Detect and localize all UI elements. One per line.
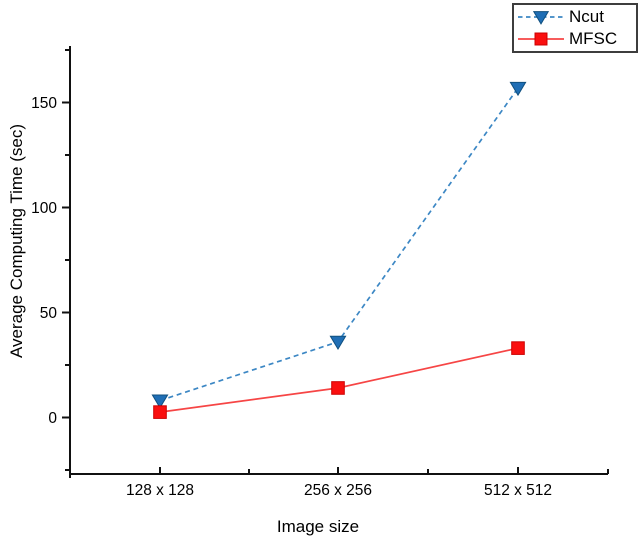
x-axis-label: Image size xyxy=(276,517,360,536)
svg-text:512 x 512: 512 x 512 xyxy=(484,482,552,499)
legend: Ncut MFSC xyxy=(512,3,638,53)
svg-text:150: 150 xyxy=(31,95,57,112)
legend-label-mfsc: MFSC xyxy=(569,29,618,48)
ncut-dashed-triangle-icon xyxy=(518,11,564,25)
legend-item-mfsc: MFSC xyxy=(517,28,633,50)
svg-text:128 x 128: 128 x 128 xyxy=(126,482,194,499)
svg-text:50: 50 xyxy=(40,305,58,322)
y-axis-label: Average Computing Time (sec) xyxy=(7,124,26,359)
svg-text:256 x 256: 256 x 256 xyxy=(304,482,372,499)
svg-text:0: 0 xyxy=(48,410,57,427)
legend-label-ncut: Ncut xyxy=(569,7,604,26)
mfsc-solid-square-icon xyxy=(518,32,564,46)
legend-item-ncut: Ncut xyxy=(517,6,633,28)
svg-text:100: 100 xyxy=(31,200,57,217)
